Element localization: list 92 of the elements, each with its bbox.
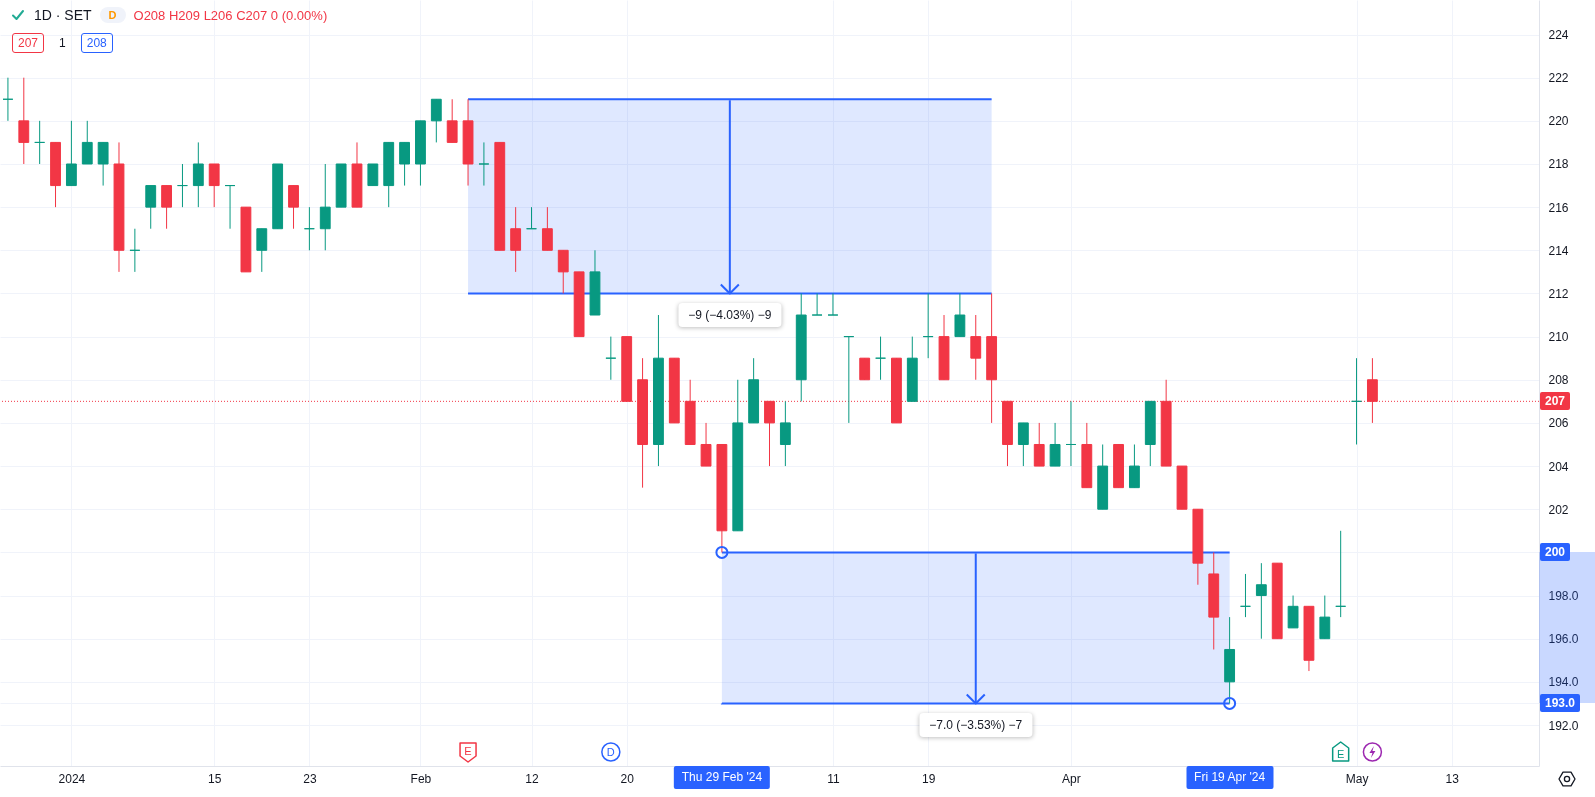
candlestick (208, 163, 220, 208)
candlestick (700, 422, 712, 467)
candlestick (526, 206, 537, 230)
candlestick (605, 336, 617, 381)
candlestick (65, 120, 77, 187)
y-tick-label: 202 (1548, 502, 1569, 517)
candlestick (303, 206, 315, 251)
candlestick (192, 141, 204, 208)
candlestick (1255, 562, 1267, 640)
candlestick (1129, 444, 1140, 489)
y-tick-label: 196.0 (1548, 632, 1579, 647)
x-tick-label: Thu 29 Feb '24 (673, 766, 771, 789)
y-tick-label: 194.0 (1548, 675, 1579, 690)
candlestick (145, 185, 157, 230)
y-tick-label: 198.0 (1548, 589, 1579, 604)
candlestick (224, 185, 236, 230)
y-tick-label: 220 (1548, 114, 1569, 129)
y-tick-label: 200 (1540, 543, 1571, 562)
candlestick (161, 185, 173, 230)
y-tick-label: 222 (1548, 71, 1569, 86)
candlestick (779, 400, 791, 467)
x-tick-label: 20 (620, 771, 635, 786)
y-tick-label: 192.0 (1548, 718, 1579, 733)
candlestick (478, 141, 490, 187)
candlestick (399, 141, 410, 187)
candlestick (1351, 357, 1362, 445)
candlestick (970, 314, 982, 381)
candlestick (129, 228, 141, 273)
candlestick (510, 206, 522, 273)
text: 1D · SET (34, 7, 92, 23)
text: O208 H209 L206 C207 0 (0.00%) (133, 7, 328, 23)
candlestick (367, 163, 379, 187)
candlestick (859, 357, 871, 381)
band-label: −9 (−4.03%) −9 (678, 303, 782, 328)
y-tick-label: 216 (1548, 200, 1569, 215)
candlestick (430, 98, 442, 143)
annotation: E (1337, 748, 1345, 760)
annotation: D (606, 746, 615, 758)
annotation: 1 (58, 35, 67, 52)
badge-icon: D (601, 742, 621, 762)
candlestick (843, 336, 855, 424)
candlestick (2, 77, 14, 122)
x-tick-label: 13 (1445, 771, 1460, 786)
candlestick (954, 292, 966, 338)
y-tick-label: 224 (1548, 28, 1569, 43)
y-tick-label: 208 (1548, 373, 1569, 388)
x-tick-label: 23 (303, 771, 317, 786)
candlestick (541, 206, 553, 251)
candlestick (256, 228, 268, 273)
candlestick (81, 120, 93, 165)
y-tick-label: 193.0 (1540, 694, 1581, 713)
candlestick (827, 292, 839, 316)
candlestick (1049, 422, 1061, 467)
annotation: 207 (12, 33, 45, 53)
candlestick (811, 292, 823, 316)
x-tick-label: 15 (208, 771, 222, 786)
candlestick (1319, 595, 1331, 640)
candlestick (34, 120, 46, 165)
annotation: D (99, 7, 126, 23)
x-tick-label: Fri 19 Apr '24 (1186, 766, 1274, 789)
candlestick (1033, 422, 1045, 467)
ref-line-label: 207 (1540, 392, 1571, 411)
annotation: E (464, 745, 472, 757)
candlestick (288, 185, 299, 230)
candlestick (1240, 573, 1251, 618)
x-tick-label: May (1345, 771, 1369, 786)
candlestick (1335, 530, 1347, 618)
x-tick-label: 12 (525, 771, 539, 786)
y-tick-label: 204 (1548, 459, 1569, 474)
candlestick (1065, 400, 1077, 467)
candlestick (1287, 595, 1299, 629)
candlestick (18, 77, 30, 165)
annotation: 208 (80, 33, 113, 53)
band-label: −7.0 (−3.53%) −7 (919, 713, 1033, 738)
x-tick-label: 2024 (58, 771, 86, 786)
x-tick-label: Apr (1062, 771, 1081, 786)
x-tick-label: Feb (410, 771, 432, 786)
x-tick-label: 19 (921, 771, 936, 786)
candlestick (97, 141, 109, 187)
y-tick-label: 212 (1548, 286, 1569, 301)
candlestick (557, 249, 569, 294)
y-tick-label: 218 (1548, 157, 1569, 172)
x-tick-label: 11 (827, 771, 841, 786)
y-tick-label: 206 (1548, 416, 1569, 431)
candlestick (1017, 422, 1029, 467)
candlestick (875, 336, 886, 381)
y-tick-label: 210 (1548, 330, 1569, 345)
candlestick (177, 163, 188, 208)
candlestick (319, 163, 331, 251)
candlestick (446, 98, 458, 143)
candlestick (922, 292, 934, 359)
y-tick-label: 214 (1548, 243, 1569, 258)
